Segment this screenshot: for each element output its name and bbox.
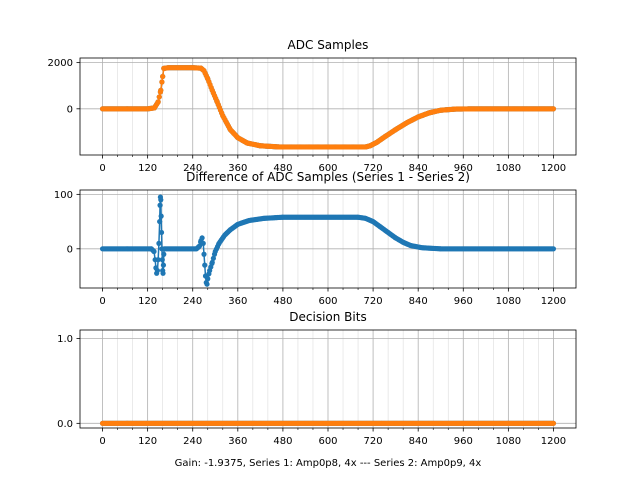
y-tick-label: 1.0 (57, 334, 73, 345)
data-point (155, 99, 161, 105)
x-tick-label: 480 (273, 296, 292, 307)
x-tick-label: 1080 (496, 436, 521, 447)
difference-series-1 (99, 194, 557, 287)
x-tick-label: 600 (318, 163, 337, 174)
decision-bits-grid (80, 330, 576, 428)
difference-title: Difference of ADC Samples (Series 1 - Se… (186, 170, 470, 184)
y-tick-label: 0.0 (57, 419, 73, 430)
x-tick-label: 600 (318, 296, 337, 307)
decision-bits-title: Decision Bits (289, 310, 366, 324)
y-tick-label: 0 (67, 244, 73, 255)
x-tick-label: 1200 (541, 163, 566, 174)
data-point (201, 251, 207, 257)
difference-subplot: 0 120 240 360 480 600 720 840 960 1080 1200 100 0 Dif… (54, 170, 577, 307)
data-point (161, 251, 167, 257)
data-point (210, 255, 216, 261)
x-tick-label: 240 (183, 296, 202, 307)
data-point (550, 106, 557, 112)
x-tick-label: 1080 (496, 296, 521, 307)
data-point (158, 197, 164, 203)
data-point (157, 218, 163, 225)
data-point (158, 213, 164, 219)
data-point (154, 267, 161, 274)
x-tick-label: 720 (364, 163, 383, 174)
data-point (158, 87, 164, 93)
data-point (550, 246, 557, 252)
data-point (157, 202, 163, 208)
x-tick-label: 360 (228, 163, 247, 174)
x-tick-label: 240 (183, 436, 202, 447)
x-tick-label: 720 (364, 436, 383, 447)
x-tick-label: 1080 (496, 163, 521, 174)
data-point (156, 94, 162, 100)
adc-samples-subplot: 0 120 240 360 480 600 720 840 960 1080 1200 2000 0 AD… (48, 38, 577, 174)
x-tick-label: 840 (409, 296, 428, 307)
x-tick-label: 960 (454, 296, 473, 307)
x-tick-label: 960 (454, 436, 473, 447)
x-tick-label: 480 (273, 163, 292, 174)
x-tick-label: 960 (454, 163, 473, 174)
x-tick-label: 120 (138, 163, 157, 174)
y-tick-label: 100 (54, 190, 73, 201)
x-tick-label: 840 (409, 436, 428, 447)
x-tick-label: 360 (228, 436, 247, 447)
x-tick-label: 0 (99, 296, 105, 307)
data-point (550, 420, 557, 426)
data-point (196, 243, 203, 249)
decision-bits-subplot: 0 120 240 360 480 600 720 840 960 1080 1200 1.0 0.0 D… (57, 310, 577, 469)
data-point (159, 79, 165, 85)
data-point (160, 73, 166, 80)
x-tick-label: 120 (138, 436, 157, 447)
data-point (204, 281, 210, 287)
data-point (151, 248, 157, 255)
data-point (155, 257, 161, 263)
data-point (209, 259, 215, 266)
data-point (199, 235, 205, 241)
x-tick-label: 1200 (541, 436, 566, 447)
x-tick-label: 480 (273, 436, 292, 447)
adc-samples-series-2 (99, 65, 557, 150)
data-point (205, 276, 211, 282)
x-tick-label: 120 (138, 296, 157, 307)
x-tick-label: 0 (99, 436, 105, 447)
adc-samples-title: ADC Samples (288, 38, 369, 52)
data-point (159, 257, 165, 263)
x-tick-label: 0 (99, 163, 105, 174)
y-tick-label: 0 (67, 104, 73, 115)
x-tick-label: 600 (318, 436, 337, 447)
x-axis-label: Gain: -1.9375, Series 1: Amp0p8, 4x --- … (175, 458, 482, 469)
data-point (160, 270, 166, 276)
data-point (156, 240, 162, 246)
x-tick-label: 240 (183, 163, 202, 174)
x-tick-label: 720 (364, 296, 383, 307)
x-tick-label: 840 (409, 163, 428, 174)
data-point (200, 240, 206, 246)
y-tick-label: 2000 (48, 58, 73, 69)
x-tick-label: 360 (228, 296, 247, 307)
data-point (160, 262, 167, 268)
data-point (158, 229, 165, 236)
decision-bits-series-2 (99, 420, 557, 426)
x-tick-label: 1200 (541, 296, 566, 307)
data-point (202, 262, 208, 268)
